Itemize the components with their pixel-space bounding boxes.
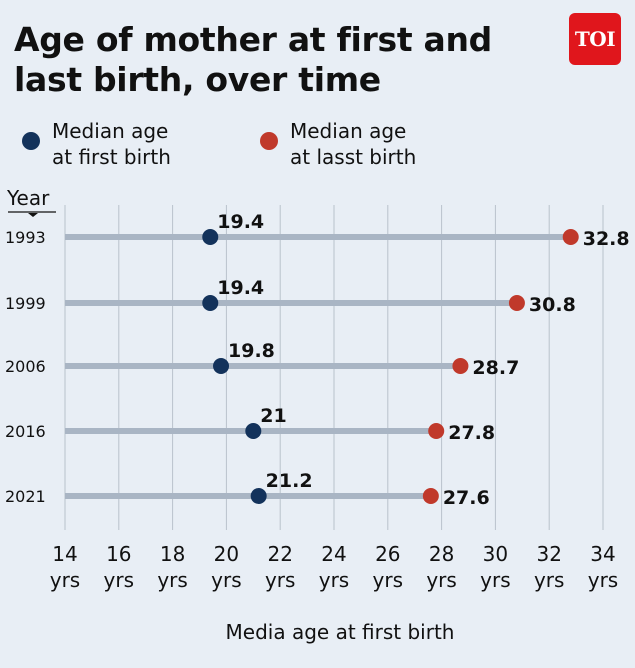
first-birth-point (245, 423, 262, 439)
y-tick-label: 1999 (5, 294, 46, 313)
first-birth-point (213, 358, 230, 374)
last-birth-point (452, 358, 469, 374)
x-tick-unit: yrs (157, 568, 187, 592)
x-tick-unit: yrs (588, 568, 618, 592)
y-tick-label: 2016 (5, 422, 46, 441)
last-birth-label: 27.6 (443, 487, 490, 509)
x-tick-label: 18 (160, 542, 185, 566)
title-line-1: Age of mother at first and (14, 20, 492, 59)
x-tick-unit: yrs (480, 568, 510, 592)
chart-row: 2006 19.8 28.7 (5, 340, 519, 379)
last-birth-label: 32.8 (583, 228, 630, 250)
x-tick-label: 34 (590, 542, 615, 566)
y-axis: Year (6, 186, 56, 217)
x-tick-unit: yrs (50, 568, 80, 592)
legend-item-last-birth: Median age at lasst birth (260, 118, 470, 170)
toi-logo: TOI (569, 13, 621, 65)
legend-last-line2: at lasst birth (290, 145, 417, 169)
x-tick-label: 30 (483, 542, 508, 566)
x-tick-label: 28 (429, 542, 454, 566)
first-birth-label: 19.4 (217, 277, 264, 299)
last-birth-point (422, 488, 439, 504)
chart-row: 1993 19.4 32.8 (5, 211, 630, 250)
last-birth-label: 27.8 (448, 422, 495, 444)
chart-row: 1999 19.4 30.8 (5, 277, 576, 316)
first-birth-label: 21.2 (266, 470, 313, 492)
x-tick-unit: yrs (534, 568, 564, 592)
legend-dot-first-icon (22, 132, 40, 150)
legend-last-line1: Median age (290, 119, 407, 143)
first-birth-point (202, 295, 219, 311)
page-title: Age of mother at first and last birth, o… (14, 20, 534, 100)
y-tick-label: 2006 (5, 357, 46, 376)
last-birth-point (428, 423, 445, 439)
y-tick-label: 2021 (5, 487, 46, 506)
x-axis-label: Media age at first birth (225, 620, 455, 644)
x-tick-unit: yrs (426, 568, 456, 592)
x-tick-label: 24 (321, 542, 346, 566)
x-tick-unit: yrs (373, 568, 403, 592)
legend-first-line1: Median age (52, 119, 169, 143)
first-birth-point (202, 229, 219, 245)
x-tick-unit: yrs (265, 568, 295, 592)
last-birth-label: 28.7 (472, 357, 519, 379)
chart-row: 2016 21 27.8 (5, 405, 495, 444)
x-tick-unit: yrs (104, 568, 134, 592)
legend-first-line2: at first birth (52, 145, 171, 169)
x-tick-unit: yrs (211, 568, 241, 592)
y-tick-label: 1993 (5, 228, 46, 247)
x-tick-unit: yrs (319, 568, 349, 592)
x-tick-label: 20 (214, 542, 239, 566)
first-birth-label: 19.4 (217, 211, 264, 233)
x-tick-label: 26 (375, 542, 400, 566)
legend-dot-last-icon (260, 132, 278, 150)
first-birth-point (250, 488, 267, 504)
legend-label-first: Median age at first birth (52, 118, 232, 170)
x-tick-label: 22 (267, 542, 292, 566)
title-line-2: last birth, over time (14, 60, 381, 99)
x-axis: 14yrs16yrs18yrs20yrs22yrs24yrs26yrs28yrs… (50, 542, 618, 592)
chart-row: 2021 21.2 27.6 (5, 470, 490, 509)
last-birth-label: 30.8 (529, 294, 576, 316)
x-tick-label: 14 (52, 542, 77, 566)
legend-item-first-birth: Median age at first birth (22, 118, 232, 170)
first-birth-label: 19.8 (228, 340, 275, 362)
last-birth-point (562, 229, 579, 245)
legend-label-last: Median age at lasst birth (290, 118, 470, 170)
first-birth-label: 21 (260, 405, 286, 427)
data-rows: 1993 19.4 32.8 1999 19.4 30.8 2006 19.8 28.7 2016… (5, 211, 630, 509)
last-birth-point (508, 295, 525, 311)
y-axis-title: Year (6, 186, 50, 210)
sort-arrow-icon (28, 213, 38, 217)
x-tick-label: 32 (536, 542, 561, 566)
x-tick-label: 16 (106, 542, 131, 566)
